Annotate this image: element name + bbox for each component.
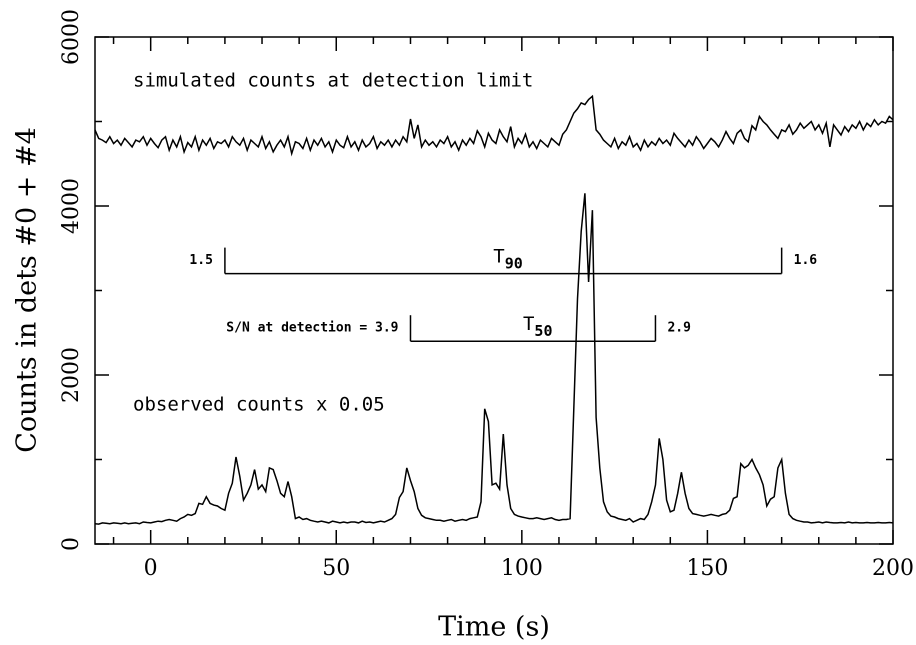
x-tick-label: 0 [144,556,158,581]
x-tick-label: 200 [872,556,914,581]
interval-name: T90 [493,245,523,272]
y-tick-label: 6000 [59,9,84,65]
y-tick-label: 0 [59,537,84,551]
y-tick-label: 4000 [59,178,84,234]
plot-frame [94,36,894,545]
interval-name: T50 [523,313,553,340]
annotation: simulated counts at detection limit [133,70,533,92]
y-axis-label: Counts in dets #0 + #4 [12,127,43,453]
x-axis-label: Time (s) [438,612,550,643]
interval-right-label: 1.6 [794,253,818,268]
interval-name-sub: 50 [534,322,552,340]
data-line [94,94,894,157]
interval-left-label: 1.5 [189,253,212,268]
y-tick-label: 2000 [59,347,84,403]
interval-name-main: T [523,313,534,335]
x-tick-label: 50 [322,556,350,581]
annotation: observed counts x 0.05 [133,394,385,416]
data-line [94,193,894,525]
x-tick-label: 100 [501,556,543,581]
interval-name-main: T [493,245,504,267]
interval-right-label: 2.9 [667,321,690,336]
interval-name-sub: 90 [505,254,523,272]
interval-left-label: S/N at detection = 3.9 [226,321,398,336]
x-tick-label: 150 [686,556,728,581]
